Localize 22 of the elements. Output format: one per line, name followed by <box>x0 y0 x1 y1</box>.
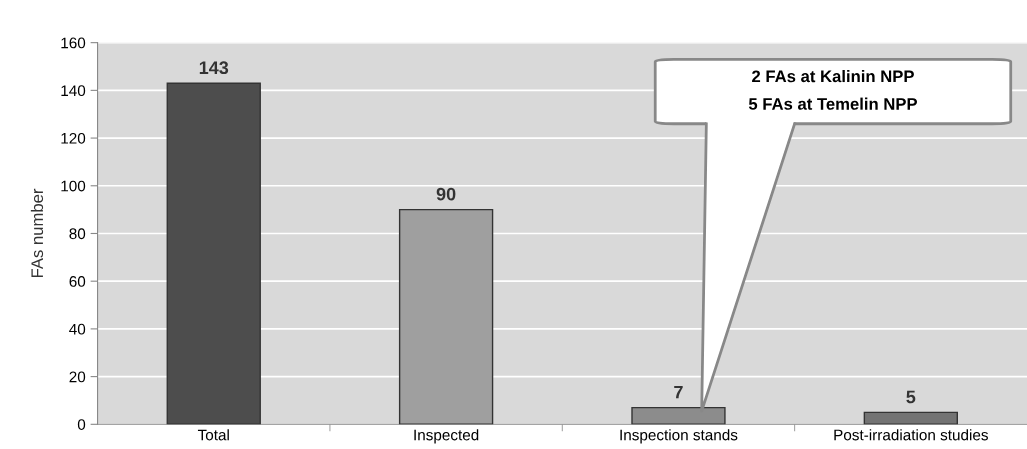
data-label: 7 <box>674 385 683 399</box>
y-tick-label: 100 <box>61 180 86 192</box>
y-tick-label: 80 <box>69 228 86 240</box>
x-tick-label: Total <box>197 429 229 441</box>
y-tick-label: 160 <box>61 37 86 49</box>
bar <box>398 208 494 425</box>
data-label: 143 <box>199 61 229 75</box>
bar <box>863 411 958 425</box>
x-tick-label: Inspected <box>414 429 479 444</box>
x-tick-label: Post-irradiation studies <box>834 429 988 441</box>
annotation: 2 FAs at Kalinin NPP 5 FAs at Temelin NPP <box>748 69 918 110</box>
x-tick-label: Inspection stands <box>620 429 738 444</box>
y-tick-label: 60 <box>69 276 86 287</box>
bar <box>166 82 261 425</box>
y-tick-label: 140 <box>61 85 86 97</box>
y-axis-title: FAs number <box>30 188 44 278</box>
y-tick-label: 20 <box>69 371 86 383</box>
data-label: 5 <box>906 390 916 404</box>
data-label: 90 <box>436 187 456 201</box>
y-tick-label: 120 <box>61 132 86 144</box>
y-tick-label: 0 <box>77 419 86 430</box>
y-tick-label: 40 <box>69 323 86 335</box>
